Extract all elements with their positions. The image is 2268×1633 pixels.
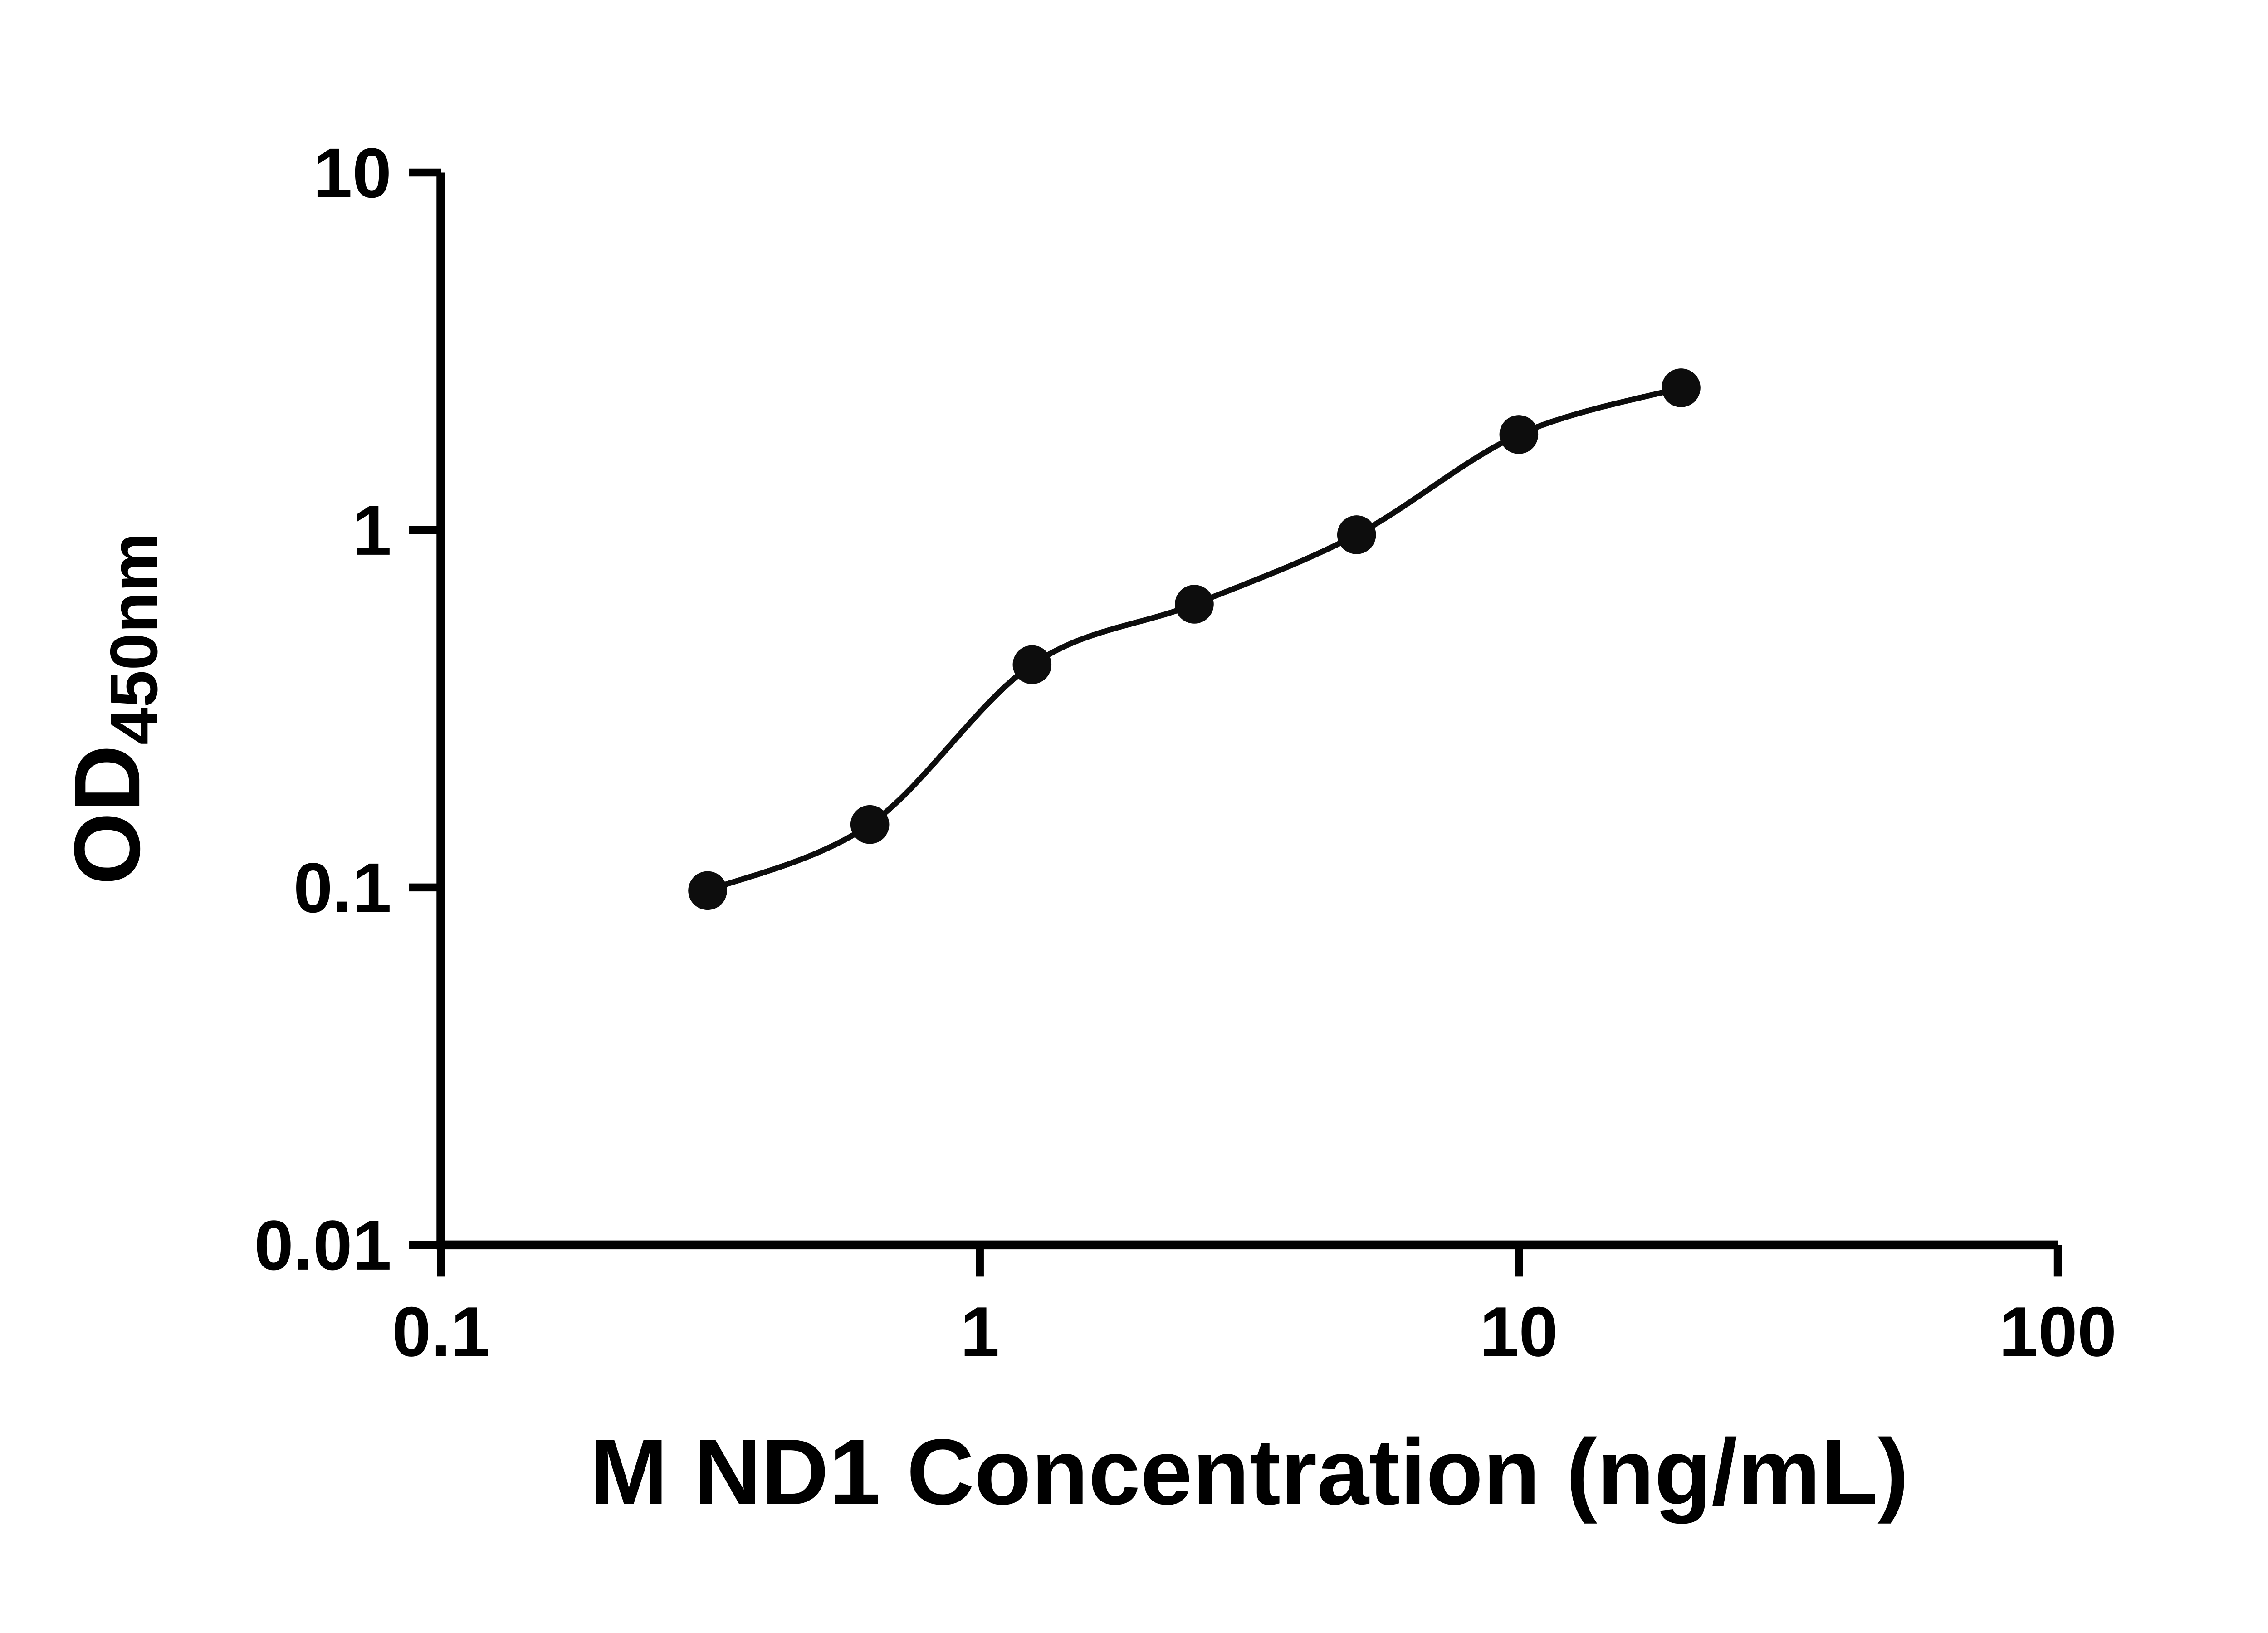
- x-axis-title: M ND1 Concentration (ng/mL): [590, 1419, 1909, 1524]
- x-tick-label: 100: [1999, 1292, 2116, 1371]
- data-point-marker: [1662, 368, 1701, 408]
- x-tick-label: 1: [960, 1292, 999, 1371]
- x-tick-label: 10: [1480, 1292, 1558, 1371]
- data-point-marker: [1175, 585, 1214, 624]
- y-tick-label: 0.01: [254, 1206, 391, 1285]
- data-point-marker: [1337, 515, 1376, 555]
- elisa-standard-curve-figure: 0.1 1 10 100 10 1 0.1 0.01 M ND1 Concentration (…: [0, 23, 2268, 1610]
- y-tick-label: 1: [352, 491, 392, 570]
- y-axis-title: OD450nm: [54, 533, 171, 885]
- data-point-marker: [1499, 415, 1539, 455]
- y-tick-label: 0.1: [293, 848, 391, 927]
- data-point-marker: [688, 871, 727, 910]
- x-tick-label: 0.1: [392, 1292, 490, 1371]
- y-axis-title-subscript: 450nm: [97, 533, 171, 745]
- data-point-marker: [850, 805, 890, 844]
- data-point-marker: [1012, 645, 1052, 684]
- y-axis-title-main: OD: [54, 745, 159, 885]
- y-tick-label: 10: [313, 133, 391, 212]
